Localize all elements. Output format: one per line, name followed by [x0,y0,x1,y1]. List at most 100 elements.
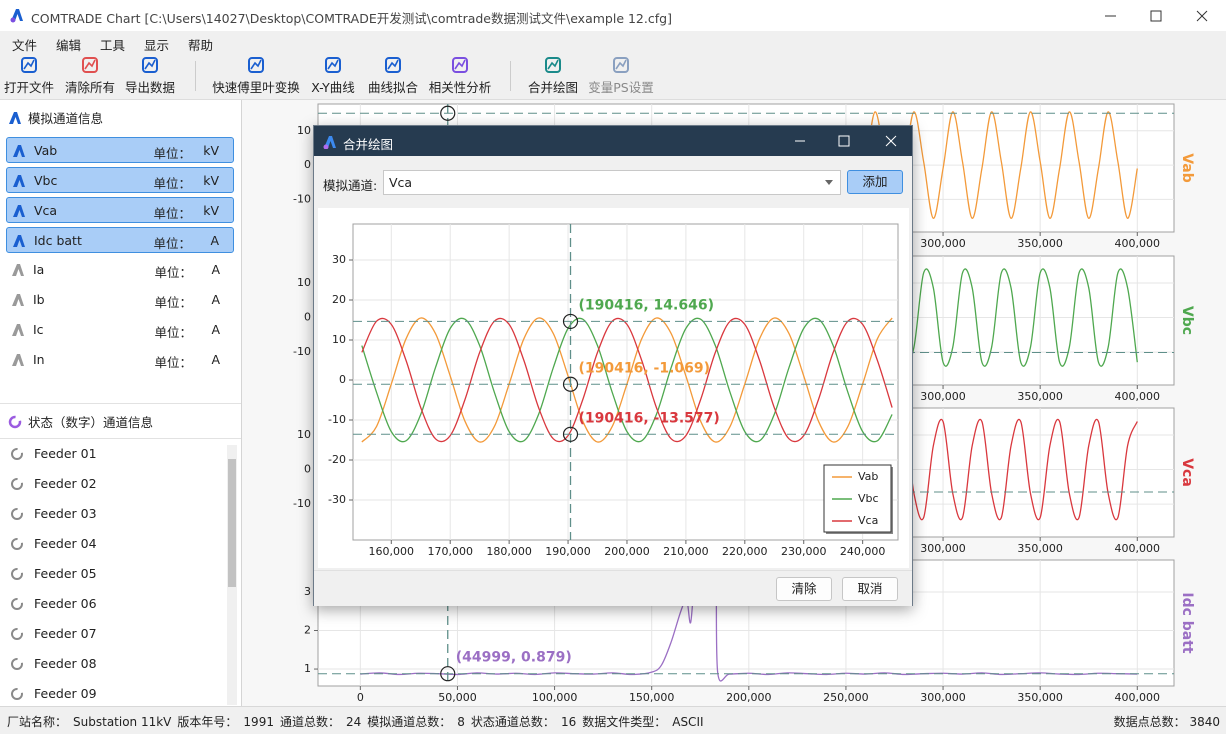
channel-icon [11,688,23,700]
icon-shape [250,59,262,70]
toolbar-button[interactable]: 合并绘图 [503,53,603,99]
toolbar-button[interactable]: 清除所有 [40,53,140,99]
divider [0,403,241,404]
channel-icon [11,508,23,520]
status-label: 数据文件类型： [582,715,667,729]
analog-channel-row[interactable]: Ia 单位： A [6,257,234,283]
x-tick-label: 150,000 [629,691,675,704]
y-tick-label: -10 [293,345,311,358]
digital-channel-row[interactable]: Feeder 02 [10,471,210,497]
x-tick-label: 300,000 [920,691,966,704]
add-button[interactable]: 添加 [847,170,903,194]
icon-shape [11,508,23,520]
menu-item[interactable]: 编辑 [56,38,82,53]
channel-name: Feeder 07 [34,626,97,641]
scrollbar[interactable] [227,445,237,705]
toolbar-button[interactable]: 导出数据 [100,53,200,99]
menu-item[interactable]: 文件 [12,38,38,53]
y-tick-label: 1 [304,662,311,675]
analog-channel-row[interactable]: In 单位： A [6,347,234,373]
digital-channel-row[interactable]: Feeder 03 [10,501,210,527]
title-bar: COMTRADE Chart [C:\Users\14027\Desktop\C… [0,0,1226,31]
channel-icon [11,598,23,610]
icon-shape [11,598,23,610]
unit-label: 单位： [153,176,191,191]
cancel-button[interactable]: 取消 [842,577,898,601]
digital-channel-row[interactable]: Feeder 08 [10,651,210,677]
digital-channel-row[interactable]: Feeder 06 [10,591,210,617]
icon-shape [11,628,23,640]
y-tick-label: 3 [304,585,311,598]
status-label: 数据点总数： [1113,715,1186,729]
digital-channel-row[interactable]: Feeder 07 [10,621,210,647]
toolbar-button[interactable]: X-Y曲线 [283,53,383,99]
x-tick-label: 350,000 [1017,237,1063,250]
unit-value: A [211,322,220,337]
menu-item[interactable]: 显示 [144,38,170,53]
channel-icon [12,264,24,276]
icon-shape [11,568,23,580]
icon-shape [13,235,25,247]
channel-name: Feeder 02 [34,476,97,491]
cursor-point [562,426,579,442]
cursor-label: (190416, -13.577) [579,410,720,426]
status-value: 24 [345,715,362,729]
channel-name: Feeder 06 [34,596,97,611]
channel-name: Vca [34,203,58,218]
dialog-controls[interactable] [784,133,904,149]
digital-channel-row[interactable]: Feeder 09 [10,681,210,706]
unit-value: kV [203,203,219,218]
icon-shape [387,59,399,70]
y-tick-label: 10 [332,333,346,346]
digital-title: 状态（数字）通道信息 [28,415,154,430]
x-tick-label: 350,000 [1017,691,1063,704]
icon-shape [613,57,629,73]
toolbar-icon [385,57,401,73]
channel-combobox[interactable]: Vca [383,170,841,195]
toolbar-button[interactable]: 打开文件 [0,53,79,99]
channel-icon [11,568,23,580]
toolbar-icon [613,57,629,73]
y-tick-label: 0 [304,311,311,324]
menu-item[interactable]: 帮助 [188,38,214,53]
analog-channel-row[interactable]: Ic 单位： A [6,317,234,343]
x-tick-label: 190,000 [545,545,591,558]
unit-label: 单位： [153,146,191,161]
unit-value: kV [203,173,219,188]
clear-button[interactable]: 清除 [776,577,832,601]
status-label: 版本年号： [177,715,238,729]
digital-list: Feeder 01 Feeder 02 Feeder 03 Feeder 04 Feed… [0,441,226,706]
channel-icon [12,324,24,336]
icon-shape [11,448,23,460]
cursor-label: (190416, -1.069) [579,360,711,376]
channel-icon [11,658,23,670]
channel-side-label: Idc batt [1179,592,1195,654]
x-tick-label: 300,000 [920,390,966,403]
toolbar-icon [325,57,341,73]
channel-side-label: Vca [1179,458,1195,487]
menu-item[interactable]: 工具 [100,38,126,53]
digital-channel-row[interactable]: Feeder 05 [10,561,210,587]
analog-channel-row[interactable]: Idc batt 单位： A [6,227,234,253]
analog-channel-row[interactable]: Ib 单位： A [6,287,234,313]
toolbar-label: 快速傅里叶变换 [212,80,300,95]
digital-channel-row[interactable]: Feeder 01 [10,441,210,467]
unit-value: A [211,292,220,307]
series-group [353,224,898,540]
y-tick-label: 10 [297,428,311,441]
analog-channel-row[interactable]: Vbc 单位： kV [6,167,234,193]
digital-channel-row[interactable]: Feeder 04 [10,531,210,557]
cursor-label: (44999, 0.879) [456,650,572,666]
series-line [361,317,893,443]
analog-channel-row[interactable]: Vab 单位： kV [6,137,234,163]
channel-name: Feeder 01 [34,446,97,461]
analog-channel-row[interactable]: Vca 单位： kV [6,197,234,223]
window-controls[interactable] [1100,8,1215,24]
analog-list: Vab 单位： kV Vbc 单位： kV Vca 单位： kV Idc batt 单位： A Ia 单位… [0,137,241,397]
combobox-arrow [825,180,833,185]
scrollbar-thumb[interactable] [228,459,236,587]
toolbar-button[interactable]: 曲线拟合 [343,53,443,99]
toolbar-button[interactable]: 相关性分析 [410,53,510,99]
toolbar-button[interactable]: 快速傅里叶变换 [206,53,306,99]
toolbar-button[interactable]: 变量PS设置 [571,53,671,99]
